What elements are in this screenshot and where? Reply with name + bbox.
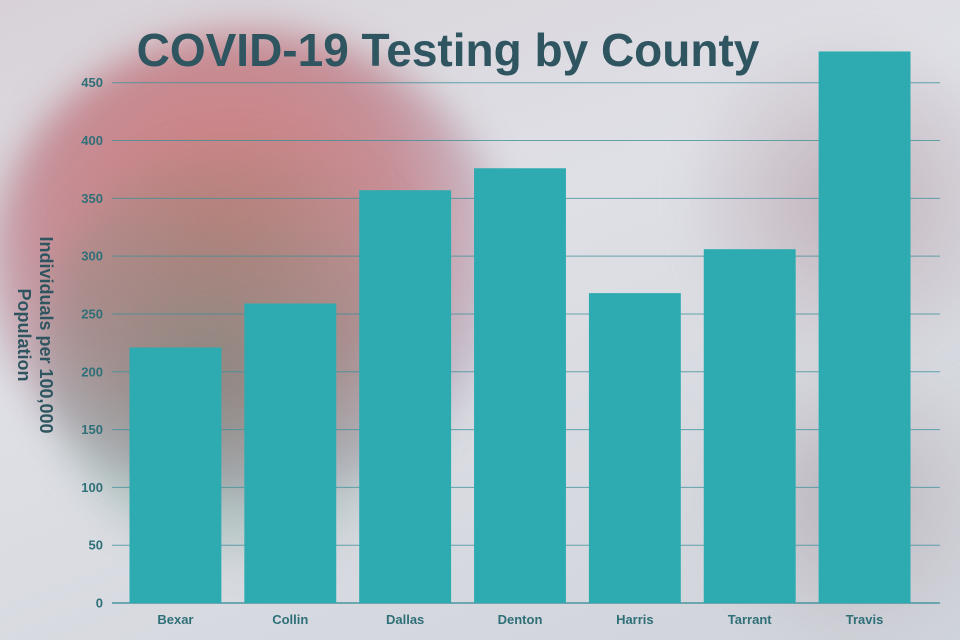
- y-tick-label-150: 150: [81, 422, 103, 437]
- category-label-harris: Harris: [616, 612, 654, 627]
- category-label-dallas: Dallas: [386, 612, 424, 627]
- y-tick-label-0: 0: [96, 596, 103, 611]
- chart-title: COVID-19 Testing by County: [137, 24, 760, 76]
- bars: [129, 51, 911, 603]
- category-labels: Bexar Collin Dallas Denton Harris Tarrant Trav…: [157, 612, 883, 627]
- y-tick-label-400: 400: [81, 133, 103, 148]
- y-axis-label-line-2: Population: [14, 289, 34, 382]
- category-label-travis: Travis: [846, 612, 884, 627]
- y-tick-label-50: 50: [89, 538, 103, 553]
- y-tick-label-300: 300: [81, 249, 103, 264]
- bar-collin: [244, 303, 337, 603]
- y-axis-label: Individuals per 100,000 Population: [14, 236, 56, 433]
- y-tick-label-350: 350: [81, 191, 103, 206]
- bar-harris: [588, 293, 681, 603]
- y-tick-label-200: 200: [81, 364, 103, 379]
- bar-dallas: [359, 190, 452, 603]
- category-label-denton: Denton: [498, 612, 543, 627]
- y-axis-label-line-1: Individuals per 100,000: [36, 236, 56, 433]
- category-label-collin: Collin: [272, 612, 308, 627]
- y-tick-labels: 0 50 100 150 200 250 300 350 400 450: [81, 75, 103, 610]
- category-label-tarrant: Tarrant: [728, 612, 772, 627]
- y-tick-label-100: 100: [81, 480, 103, 495]
- bar-bexar: [129, 347, 222, 603]
- bar-travis: [818, 51, 911, 603]
- bar-tarrant: [703, 249, 796, 603]
- bar-denton: [474, 168, 566, 603]
- y-tick-label-450: 450: [81, 75, 103, 90]
- y-tick-label-250: 250: [81, 306, 103, 321]
- category-label-bexar: Bexar: [157, 612, 193, 627]
